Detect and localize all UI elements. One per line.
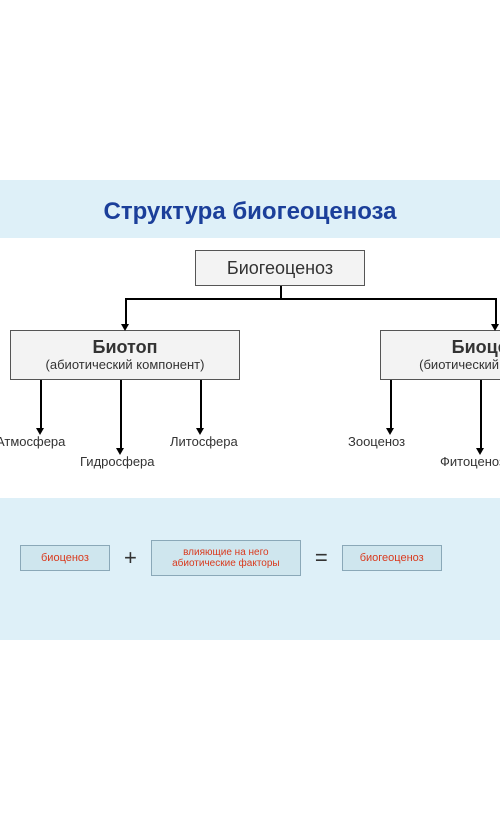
- eq-box-biocenoz: биоценоз: [20, 545, 110, 571]
- leaf-atmosfera: Атмосфера: [0, 434, 65, 449]
- node-root-label: Биогеоценоз: [227, 258, 333, 279]
- slide-title: Структура биогеоценоза: [0, 180, 500, 238]
- node-biotop: Биотоп (абиотический компонент): [10, 330, 240, 380]
- eq-box1-text: биоценоз: [41, 552, 89, 564]
- leaf-fitocenoz: Фитоценоз: [440, 454, 500, 469]
- node-biotop-sub: (абиотический компонент): [46, 358, 205, 372]
- node-biocenoz-label: Биоценоз: [452, 337, 500, 358]
- eq-box-biogeocenoz: биогеоценоз: [342, 545, 442, 571]
- leaf-litosfera: Литосфера: [170, 434, 238, 449]
- eq-op-equals: =: [315, 545, 328, 571]
- equation-row: биоценоз + влияющие на негоабиотические …: [0, 498, 500, 618]
- node-biocenoz: Биоценоз (биотический компонент): [380, 330, 500, 380]
- node-biocenoz-sub: (биотический компонент): [419, 358, 500, 372]
- node-biotop-label: Биотоп: [93, 337, 158, 358]
- eq-box3-text: биогеоценоз: [360, 552, 424, 564]
- hierarchy-diagram: Биогеоценоз Биотоп (абиотический компоне…: [0, 238, 500, 498]
- eq-box-abiotic: влияющие на негоабиотические факторы: [151, 540, 301, 576]
- node-root: Биогеоценоз: [195, 250, 365, 286]
- eq-box2-text: влияющие на негоабиотические факторы: [172, 547, 280, 569]
- slide-area: Структура биогеоценоза Биогеоценоз Биото…: [0, 180, 500, 640]
- leaf-zoocenoz: Зооценоз: [348, 434, 405, 449]
- eq-op-plus: +: [124, 545, 137, 571]
- leaf-gidrosfera: Гидросфера: [80, 454, 155, 469]
